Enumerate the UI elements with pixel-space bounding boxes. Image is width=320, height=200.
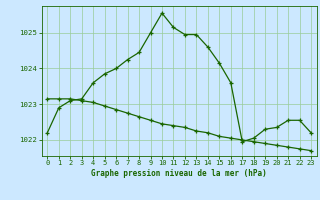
X-axis label: Graphe pression niveau de la mer (hPa): Graphe pression niveau de la mer (hPa) <box>91 169 267 178</box>
